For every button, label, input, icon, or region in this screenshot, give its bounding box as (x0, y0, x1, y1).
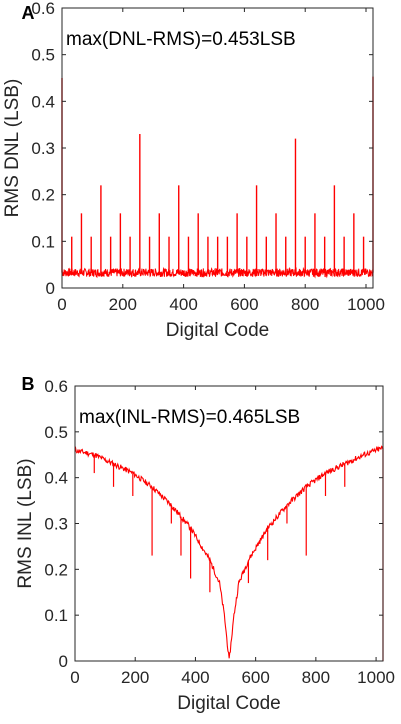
y-tick-label: 0.2 (31, 186, 55, 205)
x-tick-label: 400 (169, 295, 197, 314)
dnl-baseline-line (61, 266, 374, 279)
max-annotation: max(INL-RMS)=0.465LSB (79, 407, 300, 428)
x-tick-label: 0 (70, 668, 79, 687)
x-axis-label: Digital Code (166, 320, 270, 341)
y-tick-label: 0.6 (31, 0, 55, 18)
x-tick-label: 1000 (357, 668, 395, 687)
x-tick-label: 400 (181, 668, 209, 687)
y-tick-label: 0.5 (31, 46, 55, 65)
y-axis-label: RMS INL (LSB) (15, 458, 36, 588)
x-tick-label: 800 (291, 295, 319, 314)
y-tick-label: 0.2 (44, 560, 68, 579)
y-tick-label: 0.4 (31, 92, 55, 111)
y-tick-label: 0.5 (44, 423, 68, 442)
panel-label: A (22, 3, 35, 23)
y-tick-label: 0.4 (44, 469, 68, 488)
chart-panel-b: B 0 0.1 0.2 0.3 0.4 0.5 0.6 0 200 400 600 800 1000 Dig… (15, 374, 395, 714)
x-axis-label: Digital Code (177, 693, 281, 714)
x-tick-label: 600 (241, 668, 269, 687)
y-tick-label: 0 (59, 652, 68, 671)
y-tick-label: 0.1 (44, 606, 68, 625)
x-tick-label: 200 (121, 668, 149, 687)
y-tick-label: 0.1 (31, 232, 55, 251)
panel-label: B (22, 374, 35, 394)
y-tick-label: 0.3 (31, 139, 55, 158)
y-tick-label: 0.3 (44, 515, 68, 534)
x-tick-label: 1000 (347, 295, 385, 314)
inl-curve-line (74, 445, 384, 659)
y-tick-label: 0.6 (44, 377, 68, 396)
max-annotation: max(DNL-RMS)=0.453LSB (66, 29, 296, 50)
x-tick-label: 0 (57, 295, 66, 314)
x-tick-label: 600 (230, 295, 258, 314)
x-tick-label: 800 (302, 668, 330, 687)
y-axis-label: RMS DNL (LSB) (2, 79, 23, 218)
chart-panel-a: A 0 0.1 0.2 0.3 0.4 0.5 0.6 0 200 400 600 800 1000 Dig… (2, 0, 385, 341)
y-tick-label: 0 (46, 279, 55, 298)
x-tick-label: 200 (109, 295, 137, 314)
